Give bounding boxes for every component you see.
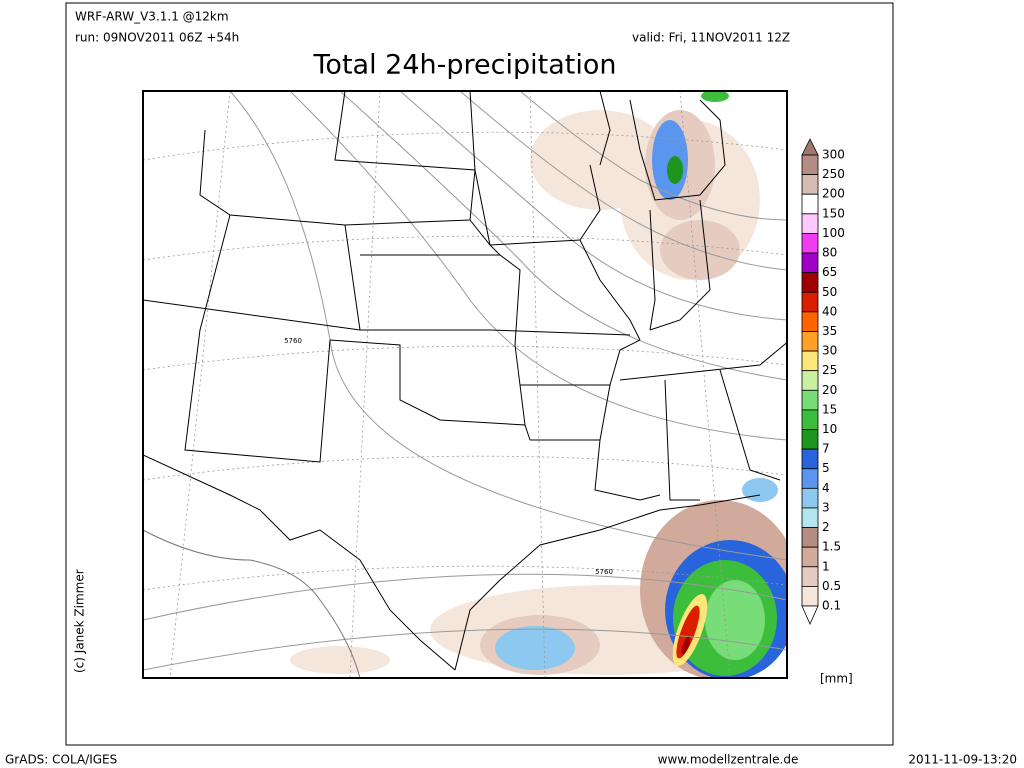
colorbar-label: 50 (822, 285, 837, 299)
colorbar-label: 5 (822, 461, 830, 475)
colorbar-label: 7 (822, 442, 830, 456)
colorbar-swatch (801, 193, 819, 215)
colorbar-swatch (801, 213, 819, 234)
colorbar-label: 100 (822, 226, 845, 240)
colorbar-swatch (801, 448, 819, 470)
page-frame (65, 2, 894, 746)
colorbar-triangle (801, 138, 819, 156)
colorbar-label: 250 (822, 167, 845, 181)
colorbar-label: 1.5 (822, 540, 841, 554)
colorbar-swatch (801, 311, 819, 332)
colorbar-label: 65 (822, 265, 837, 279)
contour-label: 5760 (284, 337, 302, 345)
colorbar-label: 200 (822, 187, 845, 201)
colorbar-label: 0.5 (822, 579, 841, 593)
colorbar-swatch (801, 507, 819, 528)
graticule (143, 91, 787, 678)
colorbar-triangle (801, 605, 819, 625)
colorbar-swatch (801, 252, 819, 274)
colorbar-label: 40 (822, 304, 837, 318)
footer-center: www.modellzentrale.de (658, 753, 799, 767)
colorbar-swatch (801, 585, 819, 607)
precipitation (290, 91, 787, 678)
run-label: run: 09NOV2011 06Z +54h (75, 31, 239, 45)
colorbar-label: 2 (822, 520, 830, 534)
valid-label: valid: Fri, 11NOV2011 12Z (632, 31, 790, 45)
colorbar-label: 3 (822, 500, 830, 514)
unit-label: [mm] (820, 672, 853, 686)
colorbar-label: 20 (822, 383, 837, 397)
contour-label: 5760 (595, 568, 613, 576)
credit: (c) Janek Zimmer (73, 569, 87, 673)
colorbar-label: 300 (822, 148, 845, 162)
footer-left: GrADS: COLA/IGES (5, 753, 117, 767)
map-content: 5760 5760 (143, 91, 787, 678)
colorbar-label: 0.1 (822, 599, 841, 613)
colorbar-swatch (801, 370, 819, 391)
colorbar-swatch (801, 409, 819, 430)
colorbar-swatch (801, 154, 819, 176)
colorbar-swatch (801, 272, 819, 293)
colorbar-swatch (801, 389, 819, 411)
colorbar-label: 25 (822, 363, 837, 377)
colorbar-swatch (801, 233, 819, 254)
map: 5760 5760 (142, 90, 788, 679)
colorbar-swatch (801, 174, 819, 195)
colorbar-swatch (801, 429, 819, 450)
colorbar-swatch (801, 546, 819, 568)
map-title: Total 24h-precipitation (313, 50, 617, 81)
borders (143, 91, 787, 678)
model-label: WRF-ARW_V3.1.1 @12km (75, 10, 229, 24)
colorbar: 300 250 200 150 100 80 65 50 40 35 30 25 20 15 10 7 5 4 3 2… (801, 138, 845, 625)
colorbar-label: 1 (822, 559, 830, 573)
colorbar-swatch (801, 350, 819, 372)
colorbar-swatch (801, 566, 819, 587)
colorbar-swatch (801, 331, 819, 352)
colorbar-label: 35 (822, 324, 837, 338)
map-frame (142, 90, 788, 679)
footer-right: 2011-11-09-13:20 (908, 753, 1017, 767)
colorbar-swatch (801, 468, 819, 489)
colorbar-swatch (801, 487, 819, 509)
colorbar-label: 4 (822, 481, 830, 495)
colorbar-label: 10 (822, 422, 837, 436)
colorbar-swatch (801, 291, 819, 313)
colorbar-label: 80 (822, 246, 837, 260)
colorbar-label: 15 (822, 402, 837, 416)
colorbar-label: 150 (822, 206, 845, 220)
colorbar-swatch (801, 527, 819, 548)
colorbar-label: 30 (822, 344, 837, 358)
